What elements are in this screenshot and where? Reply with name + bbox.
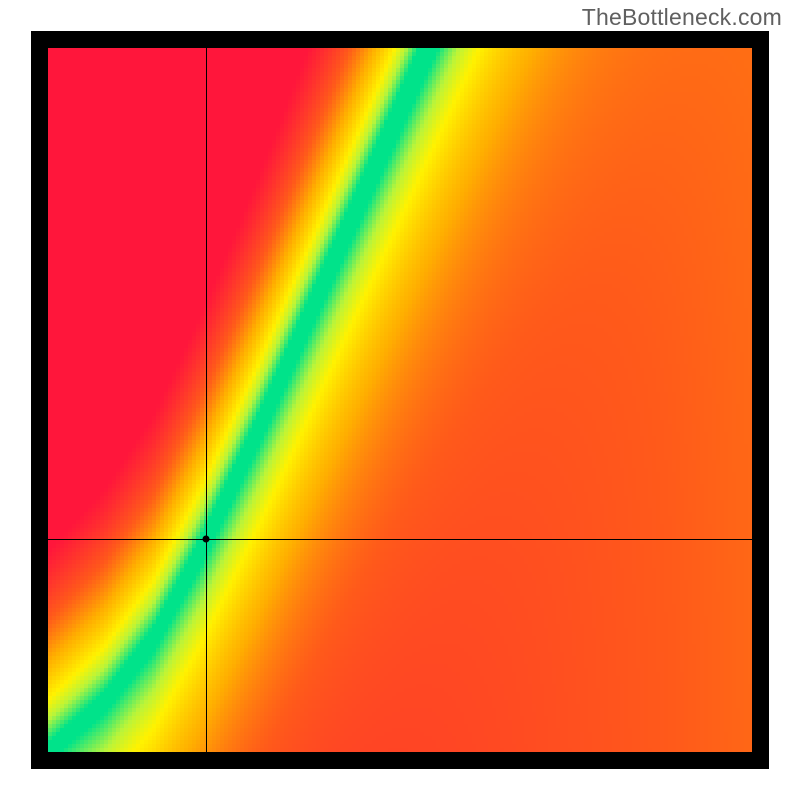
watermark-text: TheBottleneck.com bbox=[582, 4, 782, 31]
bottleneck-heatmap bbox=[48, 48, 752, 752]
chart-frame bbox=[31, 31, 769, 769]
crosshair-horizontal bbox=[48, 539, 752, 540]
crosshair-vertical bbox=[206, 48, 207, 752]
plot-area bbox=[48, 48, 752, 752]
crosshair-point bbox=[203, 536, 210, 543]
